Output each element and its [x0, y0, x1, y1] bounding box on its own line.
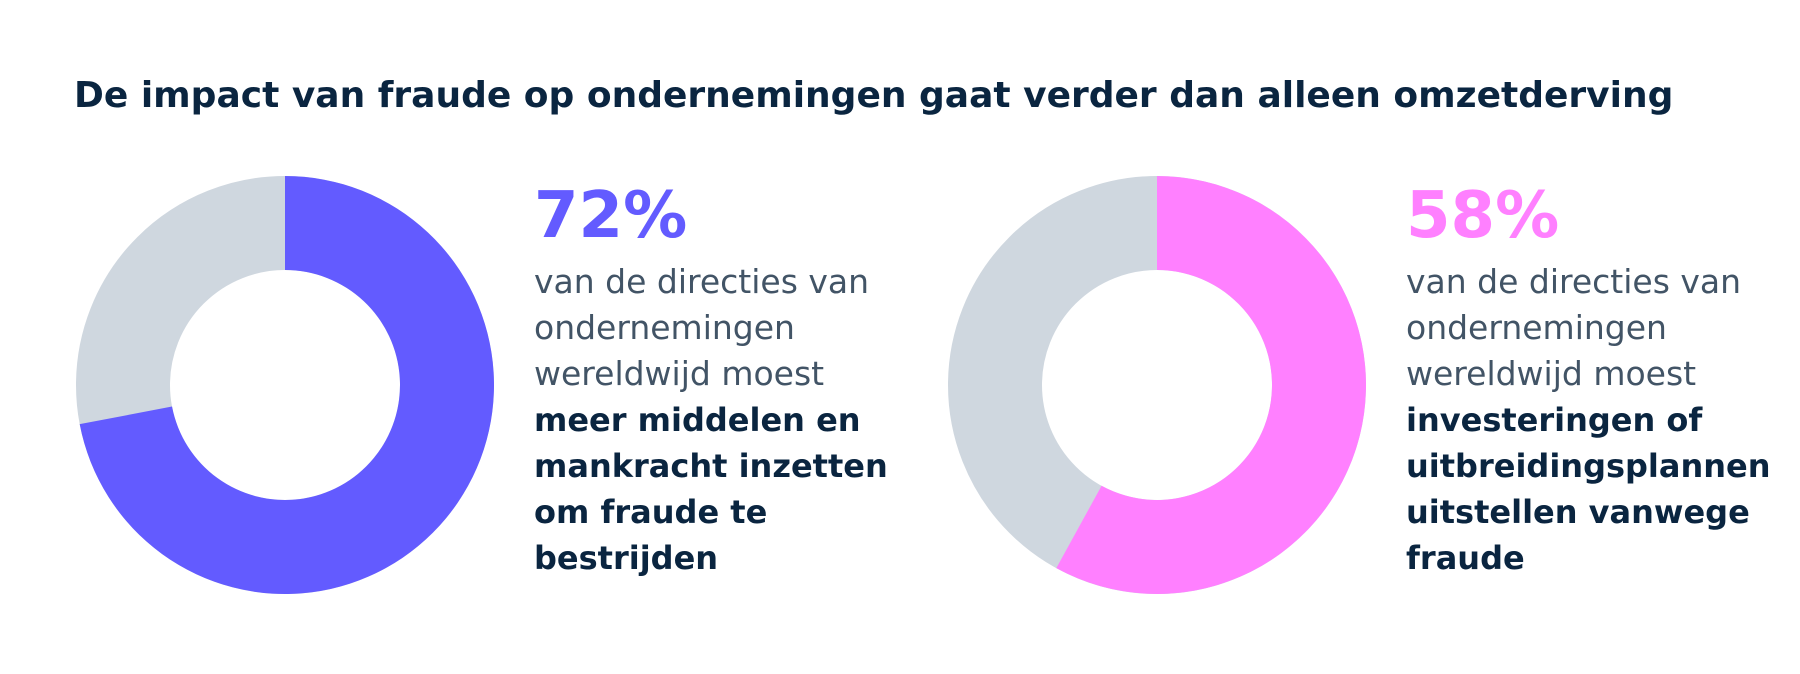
highlight-line: bestrijden [534, 539, 718, 577]
highlight-line: fraude [1406, 539, 1525, 577]
highlight-line: uitbreidingsplannen [1406, 447, 1771, 485]
highlight-line: meer middelen en [534, 401, 861, 439]
description-line: wereldwijd moest [1406, 354, 1696, 393]
stat-value: 58% [1406, 179, 1559, 253]
description-line: ondernemingen [1406, 308, 1667, 347]
description-line: ondernemingen [534, 308, 795, 347]
description-line: wereldwijd moest [534, 354, 824, 393]
description-line: van de directies van [1406, 262, 1741, 301]
highlight-line: investeringen of [1406, 401, 1703, 439]
page-title: De impact van fraude op ondernemingen ga… [74, 75, 1673, 116]
description-line: van de directies van [534, 262, 869, 301]
highlight-line: uitstellen vanwege [1406, 493, 1750, 531]
highlight-line: mankracht inzetten [534, 447, 888, 485]
donut-segment [1056, 175, 1367, 594]
stat-value: 72% [534, 179, 687, 253]
highlight-line: om fraude te [534, 493, 767, 531]
donut-segment [79, 176, 494, 594]
